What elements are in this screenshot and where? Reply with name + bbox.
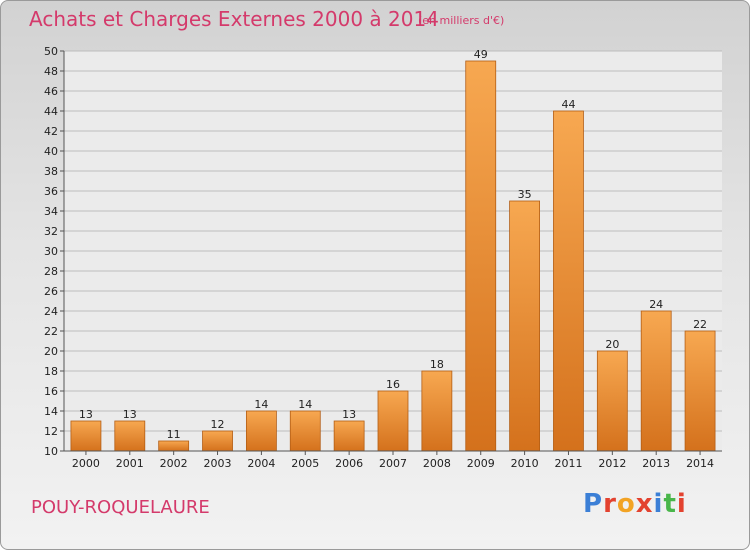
y-tick-label: 24 (44, 305, 58, 318)
y-tick-label: 40 (44, 145, 58, 158)
x-tick-label-2012: 2012 (598, 457, 626, 470)
proxiti-logo: Proxiti (583, 489, 687, 519)
data-label-2007: 16 (386, 378, 400, 391)
bar-2005 (289, 410, 321, 452)
data-label-2014: 22 (693, 318, 707, 331)
commune-name: POUY-ROQUELAURE (31, 497, 210, 518)
x-tick-label-2008: 2008 (423, 457, 451, 470)
data-label-2013: 24 (649, 298, 663, 311)
data-label-2009: 49 (474, 48, 488, 61)
data-label-2010: 35 (518, 188, 532, 201)
x-tick-label-2014: 2014 (686, 457, 714, 470)
bar-2001 (114, 420, 146, 452)
data-label-2008: 18 (430, 358, 444, 371)
data-label-2003: 12 (211, 418, 225, 431)
bar-2000 (70, 420, 102, 452)
y-tick-label: 38 (44, 165, 58, 178)
bar-2003 (202, 430, 233, 452)
x-tick-label-2003: 2003 (204, 457, 232, 470)
y-tick-label: 42 (44, 125, 58, 138)
data-label-2005: 14 (298, 398, 312, 411)
data-label-2011: 44 (561, 98, 575, 111)
y-tick-label: 48 (44, 65, 58, 78)
bar-2007 (377, 390, 409, 452)
y-tick-label: 46 (44, 85, 58, 98)
data-label-2012: 20 (605, 338, 619, 351)
y-tick-label: 10 (44, 445, 58, 458)
bar-2004 (245, 410, 277, 452)
bar-2013 (640, 310, 672, 452)
x-tick-label-2007: 2007 (379, 457, 407, 470)
x-tick-label-2004: 2004 (247, 457, 275, 470)
x-tick-label-2010: 2010 (511, 457, 539, 470)
bar-2011 (553, 110, 584, 452)
data-label-2001: 13 (123, 408, 137, 421)
y-tick-label: 28 (44, 265, 58, 278)
data-label-2004: 14 (254, 398, 268, 411)
logo-letter: i (676, 489, 687, 519)
bar-2006 (333, 420, 365, 452)
y-tick-label: 12 (44, 425, 58, 438)
bar-2012 (596, 350, 628, 452)
data-label-2000: 13 (79, 408, 93, 421)
y-tick-label: 26 (44, 285, 58, 298)
y-tick-label: 20 (44, 345, 58, 358)
x-tick-label-2006: 2006 (335, 457, 363, 470)
logo-letter: x (635, 489, 654, 519)
y-tick-label: 18 (44, 365, 58, 378)
logo-letter: i (653, 489, 664, 519)
y-tick-label: 22 (44, 325, 58, 338)
x-tick-label-2013: 2013 (642, 457, 670, 470)
bar-2010 (509, 200, 541, 452)
x-tick-label-2001: 2001 (116, 457, 144, 470)
logo-letter: t (663, 489, 677, 519)
x-tick-label-2009: 2009 (467, 457, 495, 470)
bar-2014 (684, 330, 716, 452)
bar-2009 (465, 60, 497, 452)
y-tick-label: 34 (44, 205, 58, 218)
data-label-2006: 13 (342, 408, 356, 421)
logo-letter: o (616, 489, 636, 519)
x-axis: 2000 2001 2002 2003 2004 2005 2006 2007 2008 2009… (64, 450, 722, 470)
x-tick-label-2002: 2002 (160, 457, 188, 470)
y-tick-label: 44 (44, 105, 58, 118)
x-tick-label-2000: 2000 (72, 457, 100, 470)
y-tick-label: 32 (44, 225, 58, 238)
logo-letter: P (583, 489, 604, 519)
y-tick-label: 30 (44, 245, 58, 258)
data-label-2002: 11 (167, 428, 181, 441)
logo-letter: r (603, 489, 617, 519)
y-tick-label: 36 (44, 185, 58, 198)
y-tick-label: 16 (44, 385, 58, 398)
y-axis: 10 12 14 16 18 20 22 24 26 28 30 32 34 36 38 40 42 44 46 48… (44, 45, 65, 458)
bar-2002 (158, 440, 190, 452)
x-tick-label-2005: 2005 (291, 457, 319, 470)
bars: 13 13 11 12 14 14 13 16 18 49 35 44 20 24 22 (70, 48, 716, 452)
chart-subtitle: (en milliers d'€) (418, 14, 505, 27)
bar-2008 (421, 370, 453, 452)
y-tick-label: 14 (44, 405, 58, 418)
chart-title: Achats et Charges Externes 2000 à 2014 (29, 7, 439, 31)
x-tick-label-2011: 2011 (554, 457, 582, 470)
y-tick-label: 50 (44, 45, 58, 58)
